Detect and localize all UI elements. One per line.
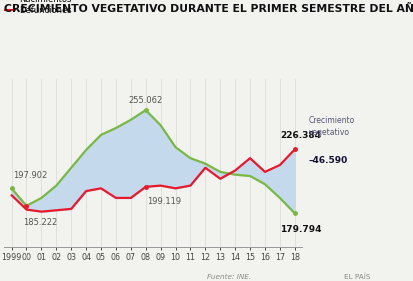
Text: –46.590: –46.590 xyxy=(308,156,347,165)
Text: 197.902: 197.902 xyxy=(13,171,47,180)
Text: 185.222: 185.222 xyxy=(24,218,58,227)
Text: 255.062: 255.062 xyxy=(128,96,162,105)
Text: Fuente: INE.: Fuente: INE. xyxy=(206,274,251,280)
Text: CRECIMIENTO VEGETATIVO DURANTE EL PRIMER SEMESTRE DEL AÑO: CRECIMIENTO VEGETATIVO DURANTE EL PRIMER… xyxy=(4,4,413,14)
Text: 179.794: 179.794 xyxy=(279,225,320,234)
Legend: Nacimientos, Defunciones: Nacimientos, Defunciones xyxy=(5,0,71,15)
Text: 226.384: 226.384 xyxy=(279,131,320,140)
Text: EL PAÍS: EL PAÍS xyxy=(343,273,369,280)
Text: Crecimiento
vegetativo: Crecimiento vegetativo xyxy=(308,116,354,137)
Text: 199.119: 199.119 xyxy=(147,197,181,206)
